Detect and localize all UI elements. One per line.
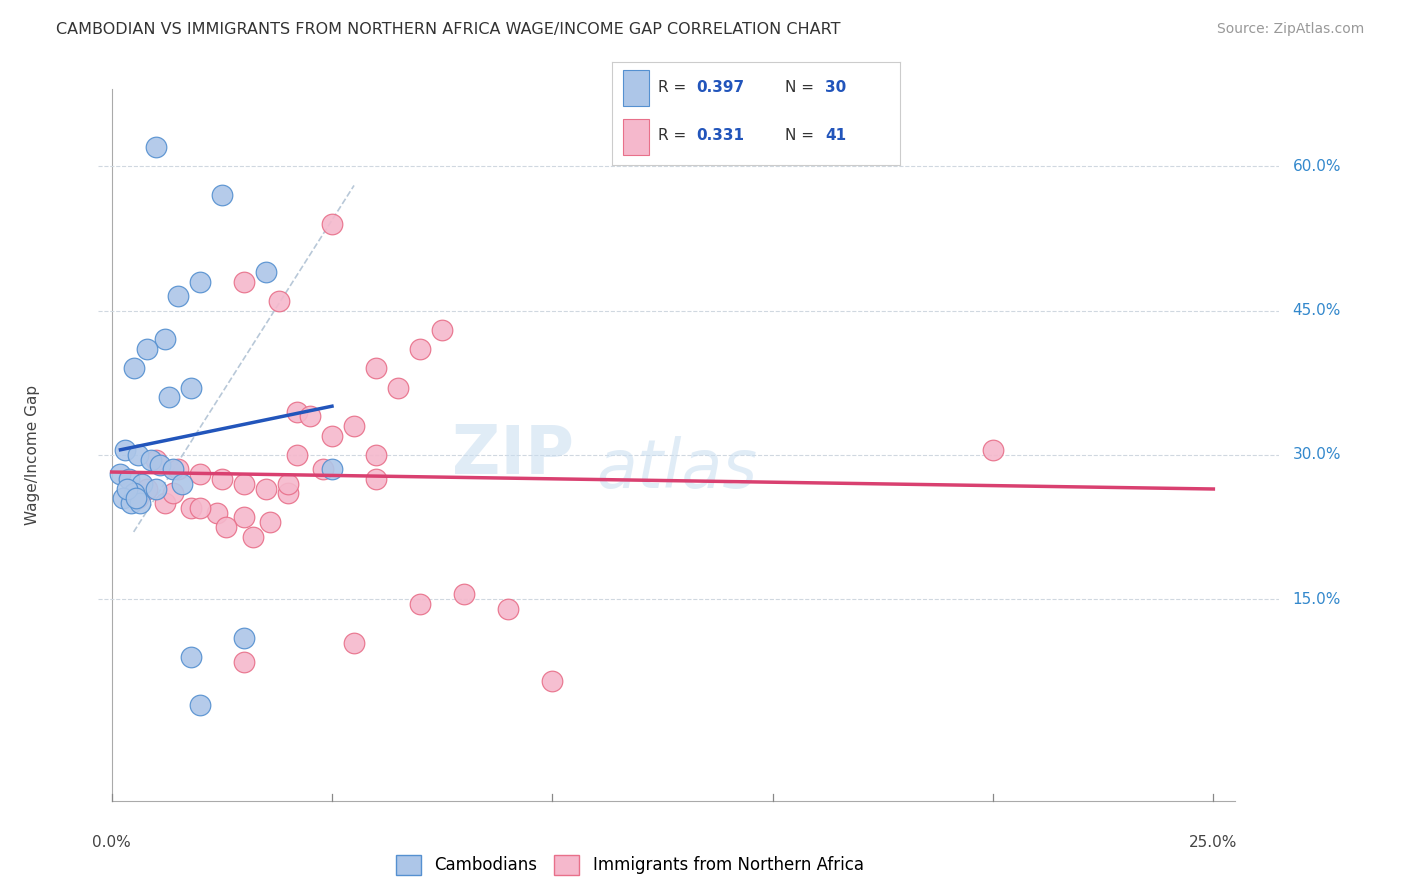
Point	[166, 289, 188, 303]
Text: ZIP: ZIP	[453, 422, 575, 488]
Text: 0.331: 0.331	[696, 128, 745, 144]
Point	[162, 486, 184, 500]
Point	[298, 409, 321, 424]
Point	[145, 140, 167, 154]
Point	[277, 476, 299, 491]
Text: atlas: atlas	[596, 436, 758, 502]
Point	[364, 448, 387, 462]
Point	[145, 482, 167, 496]
Point	[153, 496, 176, 510]
Point	[135, 482, 157, 496]
Point	[188, 500, 211, 515]
Point	[269, 293, 291, 308]
Point	[180, 500, 202, 515]
Point	[121, 496, 143, 510]
Point	[127, 448, 149, 462]
Text: N =: N =	[785, 80, 818, 95]
Point	[129, 496, 152, 510]
Point	[285, 448, 308, 462]
Point	[157, 390, 180, 404]
Point	[115, 482, 138, 496]
Point	[145, 452, 167, 467]
Text: 45.0%: 45.0%	[1292, 303, 1341, 318]
Point	[114, 443, 136, 458]
Point	[135, 342, 157, 356]
Point	[312, 462, 335, 476]
Point	[188, 698, 211, 713]
Point	[180, 650, 202, 665]
Point	[541, 674, 564, 689]
Point	[232, 275, 254, 289]
Text: 25.0%: 25.0%	[1189, 835, 1237, 850]
Text: 60.0%: 60.0%	[1292, 159, 1341, 174]
Point	[242, 530, 264, 544]
Point	[232, 631, 254, 645]
Point	[285, 404, 308, 418]
Point	[387, 380, 409, 394]
Point	[110, 467, 132, 482]
Text: 0.0%: 0.0%	[93, 835, 131, 850]
Point	[162, 462, 184, 476]
Point	[122, 361, 145, 376]
Point	[125, 491, 148, 506]
Point	[409, 342, 432, 356]
Point	[211, 188, 233, 202]
Point	[172, 476, 194, 491]
Point	[981, 443, 1004, 458]
Point	[254, 265, 277, 279]
Text: R =: R =	[658, 128, 690, 144]
Point	[343, 419, 366, 434]
Point	[277, 486, 299, 500]
Text: 15.0%: 15.0%	[1292, 591, 1341, 607]
Text: 41: 41	[825, 128, 846, 144]
Point	[232, 476, 254, 491]
Point	[131, 476, 153, 491]
Point	[122, 486, 145, 500]
Text: 30.0%: 30.0%	[1292, 448, 1341, 462]
Point	[496, 602, 519, 616]
Text: Wage/Income Gap: Wage/Income Gap	[25, 384, 39, 525]
Point	[127, 491, 149, 506]
Text: 30: 30	[825, 80, 846, 95]
Point	[188, 275, 211, 289]
Point	[188, 467, 211, 482]
Point	[409, 597, 432, 611]
Point	[232, 510, 254, 524]
Text: R =: R =	[658, 80, 690, 95]
Point	[153, 333, 176, 347]
Point	[207, 506, 229, 520]
Point	[111, 491, 134, 506]
Text: Source: ZipAtlas.com: Source: ZipAtlas.com	[1216, 22, 1364, 37]
Point	[321, 217, 343, 231]
Point	[211, 472, 233, 486]
Point	[430, 323, 453, 337]
Point	[254, 482, 277, 496]
Point	[453, 587, 475, 601]
Point	[118, 472, 141, 486]
Point	[149, 458, 172, 472]
Point	[259, 516, 281, 530]
Text: CAMBODIAN VS IMMIGRANTS FROM NORTHERN AFRICA WAGE/INCOME GAP CORRELATION CHART: CAMBODIAN VS IMMIGRANTS FROM NORTHERN AF…	[56, 22, 841, 37]
Point	[166, 462, 188, 476]
Point	[180, 380, 202, 394]
Legend: Cambodians, Immigrants from Northern Africa: Cambodians, Immigrants from Northern Afr…	[389, 848, 870, 882]
Point	[141, 452, 163, 467]
Bar	[623, 70, 650, 105]
Bar	[623, 119, 650, 155]
Point	[321, 462, 343, 476]
Point	[215, 520, 238, 534]
Point	[232, 655, 254, 669]
Text: N =: N =	[785, 128, 818, 144]
Point	[321, 428, 343, 442]
Text: 0.397: 0.397	[696, 80, 745, 95]
Point	[364, 361, 387, 376]
Point	[364, 472, 387, 486]
Point	[343, 635, 366, 649]
